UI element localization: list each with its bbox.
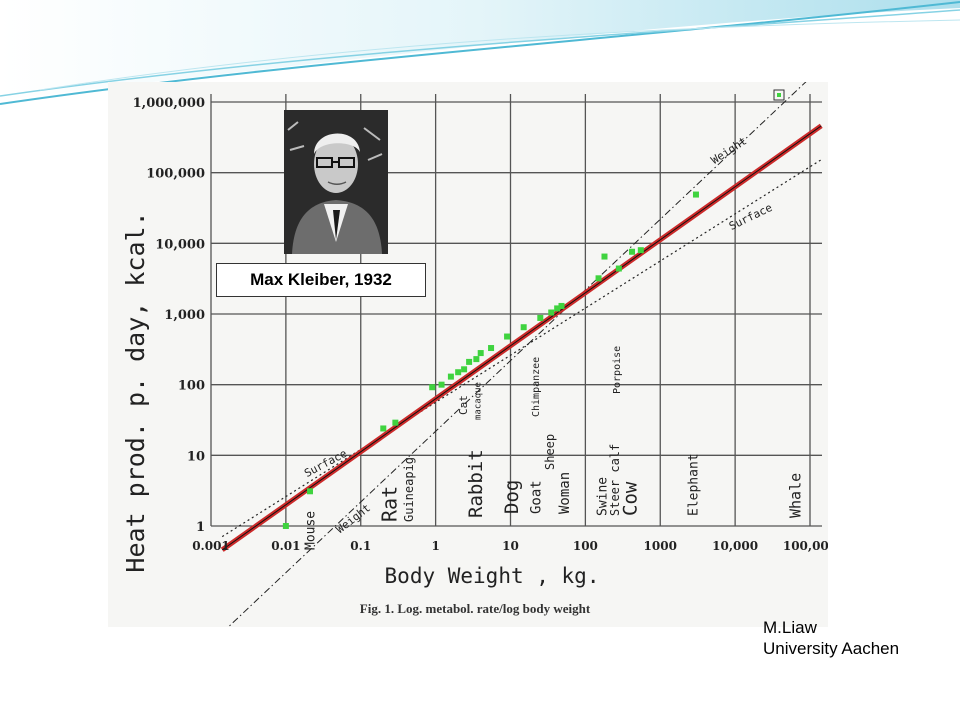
fit-line-core [221, 125, 822, 551]
data-point [520, 324, 527, 331]
x-tick-labels: 0.001 0.01 0.1 1 10 100 1000 10,000 100,000 [192, 539, 828, 553]
x-tick-label: 0.001 [192, 539, 230, 553]
data-point [537, 314, 544, 321]
credit-affiliation: University Aachen [763, 639, 900, 658]
data-point [429, 384, 436, 391]
x-tick-label: 0.1 [350, 539, 371, 553]
animal-label: Woman [557, 472, 573, 514]
y-tick-label: 1,000,000 [133, 96, 205, 111]
corner-marker [773, 89, 785, 101]
data-point [380, 425, 387, 432]
data-point [601, 253, 608, 260]
data-point [595, 275, 602, 282]
animal-label: Mouse [303, 511, 318, 550]
animal-labels: Mouse Rat Guineapig Rabbit Cat macaque Dog Goat… [303, 346, 804, 550]
animal-label: Sheep [543, 434, 557, 470]
x-tick-label: 100 [573, 539, 598, 553]
animal-label: Elephant [687, 453, 702, 516]
data-point [615, 265, 622, 272]
animal-label: Guineapig [402, 457, 416, 522]
x-axis-label: Body Weight , kg. [385, 564, 600, 588]
y-tick-label: 1,000 [164, 308, 205, 323]
line-label: Weight [334, 501, 373, 536]
data-point [438, 381, 445, 388]
data-point [554, 305, 561, 312]
y-axis-label: Heat prod. p. day, kcal. [121, 211, 150, 572]
animal-label: macaque [474, 382, 484, 420]
data-point [558, 302, 565, 309]
animal-label: Cow [619, 481, 641, 516]
data-point [461, 366, 468, 373]
x-tick-label: 10 [502, 539, 519, 553]
data-point [477, 350, 484, 357]
figure-caption: Fig. 1. Log. metabol. rate/log body weig… [360, 601, 591, 616]
y-tick-label: 100,000 [146, 167, 205, 182]
data-point [504, 333, 511, 340]
data-point [637, 247, 644, 254]
y-tick-labels: 1 10 100 1,000 10,000 100,000 1,000,000 [133, 96, 205, 535]
animal-label: Cat [457, 395, 470, 415]
animal-label: Chimpanzee [531, 357, 542, 417]
animal-label: Whale [786, 473, 804, 518]
animal-label: Goat [528, 480, 544, 514]
data-point [307, 488, 314, 495]
line-label: Weight [709, 134, 749, 167]
grid [210, 94, 822, 527]
data-point [692, 191, 699, 198]
animal-label: Steer calf [608, 444, 622, 516]
x-tick-label: 10,000 [712, 539, 758, 553]
portrait-photo [284, 110, 388, 254]
weight-line [227, 82, 807, 627]
x-tick-label: 1000 [644, 539, 677, 553]
reference-lines [220, 82, 823, 627]
line-label: Surface [727, 201, 774, 233]
data-point [473, 356, 480, 363]
data-point [488, 345, 495, 352]
y-tick-label: 100 [178, 379, 205, 394]
x-tick-label: 1 [431, 539, 439, 553]
animal-label: Rat [378, 486, 402, 522]
data-points [282, 191, 699, 529]
animal-label: Rabbit [465, 449, 487, 518]
x-tick-label: 0.01 [271, 539, 300, 553]
data-point [392, 419, 399, 426]
credit-name: M.Liaw [763, 618, 817, 637]
portrait-caption: Max Kleiber, 1932 [216, 263, 426, 297]
credit: M.Liaw University Aachen [763, 617, 899, 659]
y-tick-label: 10 [187, 449, 205, 464]
data-point [455, 369, 462, 376]
animal-label: Porpoise [612, 346, 623, 394]
y-tick-label: 1 [196, 520, 205, 535]
data-point [282, 523, 289, 529]
animal-label: Dog [501, 480, 523, 514]
animal-label: Swine [595, 477, 610, 516]
data-point [629, 248, 636, 255]
data-point [548, 309, 555, 316]
data-point [466, 358, 473, 365]
y-tick-label: 10,000 [155, 237, 205, 252]
x-tick-label: 100,000 [783, 539, 828, 553]
data-point [447, 373, 454, 380]
